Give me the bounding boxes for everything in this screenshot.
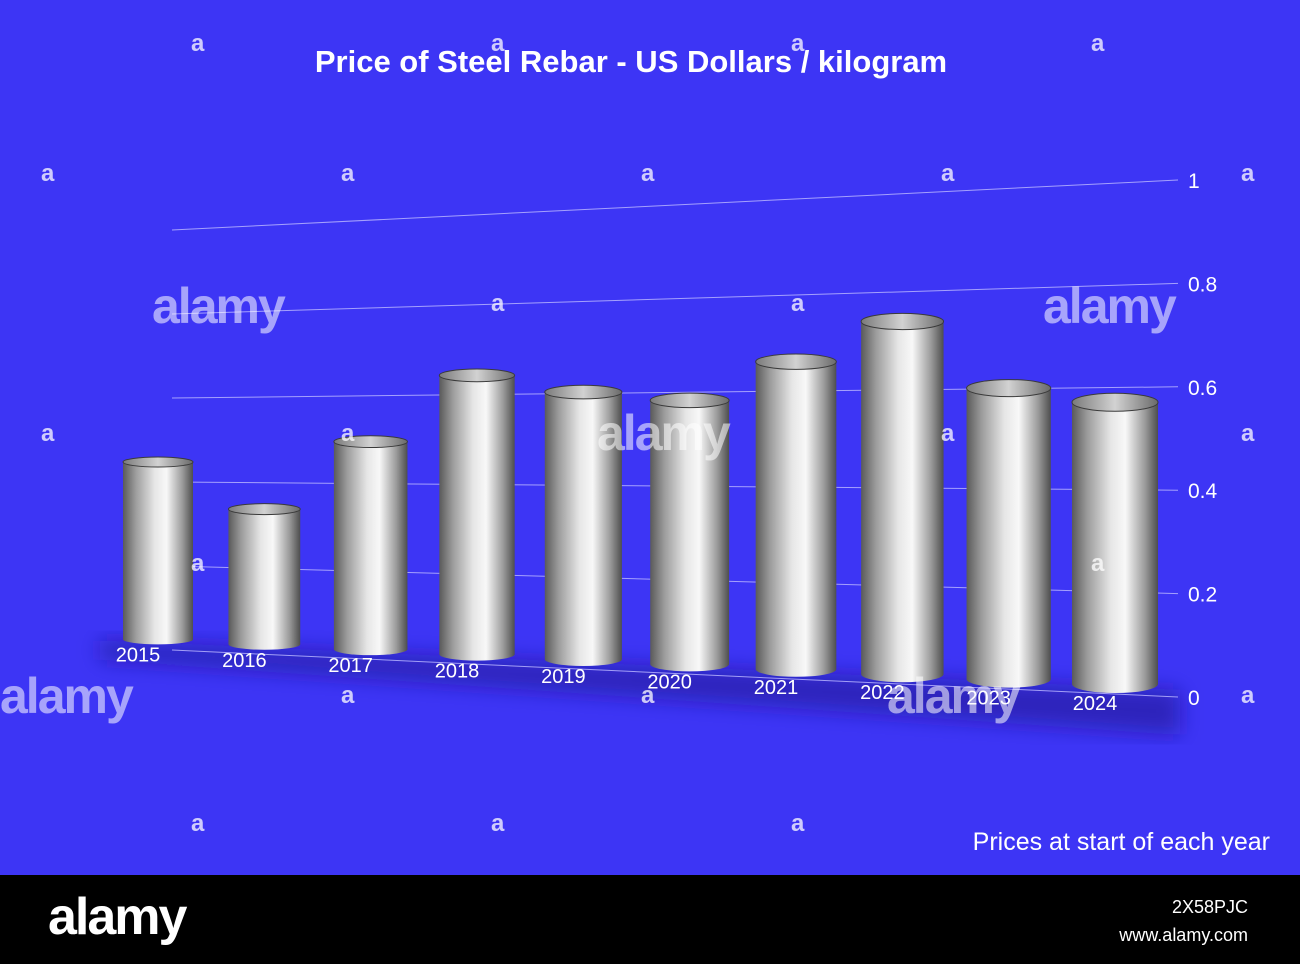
bar-top <box>966 379 1052 398</box>
bar-top <box>649 392 730 409</box>
bar-top <box>122 456 194 468</box>
site-url: www.alamy.com <box>1119 925 1248 945</box>
x-tick-label: 2015 <box>116 644 161 666</box>
shadow <box>100 640 1180 735</box>
y-tick-label: 0 <box>1188 687 1200 710</box>
x-tick-label: 2019 <box>541 666 586 688</box>
x-axis-labels: 2015 2016 2017 2018 2019 2020 2021 2022 2023 2024 <box>116 644 1118 715</box>
bar-body <box>123 462 193 645</box>
watermark-mark: a <box>641 682 655 709</box>
watermark-mark: a <box>341 160 355 187</box>
bar <box>122 456 194 645</box>
watermark: alamy <box>597 405 731 461</box>
x-tick-label: 2018 <box>435 661 480 683</box>
chart-title: Price of Steel Rebar - US Dollars / kilo… <box>314 44 948 79</box>
bar-top <box>1071 392 1159 412</box>
bar <box>1071 392 1159 694</box>
watermark: alamy <box>1043 278 1177 334</box>
bar-body <box>544 392 622 666</box>
watermark-mark: a <box>491 30 505 57</box>
bar-body <box>755 361 837 677</box>
watermark-mark: a <box>341 682 355 709</box>
watermark: alamy <box>152 278 286 334</box>
y-tick-label: 0.4 <box>1188 480 1218 503</box>
watermark-mark: a <box>41 160 55 187</box>
watermark-mark: a <box>941 420 955 447</box>
bar-top <box>438 368 516 383</box>
bar-body <box>966 388 1051 688</box>
bar-body <box>861 321 944 683</box>
watermark-mark: a <box>491 290 505 317</box>
watermark: alamy <box>887 668 1021 724</box>
bar-top <box>227 503 301 516</box>
bar <box>755 353 837 677</box>
floor-shadow <box>100 640 1180 735</box>
gridline <box>171 282 1179 315</box>
watermark-mark: a <box>1241 160 1255 187</box>
y-tick-label: 0.6 <box>1188 377 1217 400</box>
bar-top <box>755 353 837 370</box>
chart-note: Prices at start of each year <box>972 828 1270 856</box>
y-tick-label: 0.8 <box>1188 273 1217 296</box>
x-tick-label: 2021 <box>754 677 799 699</box>
watermark: alamy <box>0 668 134 724</box>
bar-body <box>1072 402 1158 694</box>
x-tick-label: 2016 <box>222 650 267 672</box>
x-tick-label: 2017 <box>328 655 373 677</box>
bar <box>438 368 516 661</box>
bar-body <box>439 375 515 661</box>
bar <box>860 312 945 683</box>
brand-logo: alamy <box>48 888 187 946</box>
watermark-mark: a <box>191 30 205 57</box>
y-tick-label: 1 <box>1188 170 1200 193</box>
footer-bar: alamy 2X58PJC www.alamy.com <box>0 875 1300 964</box>
watermark-mark: a <box>791 290 805 317</box>
bar <box>544 384 623 666</box>
y-axis-ticks: 0 0.2 0.4 0.6 0.8 1 <box>1188 170 1218 710</box>
x-tick-label: 2020 <box>647 671 692 693</box>
gridline <box>171 649 1179 698</box>
x-tick-label: 2024 <box>1073 693 1118 715</box>
bar-body <box>333 441 408 656</box>
chart: 2015 2016 2017 2018 2019 2020 2021 2022 2023 2024… <box>100 170 1218 735</box>
bar-body <box>650 400 730 672</box>
x-tick-label: 2023 <box>966 688 1011 710</box>
bar-top <box>544 384 623 400</box>
watermark-mark: a <box>341 420 355 447</box>
watermark-mark: a <box>1241 420 1255 447</box>
bars <box>122 312 1159 694</box>
image-id: 2X58PJC <box>1171 897 1248 917</box>
bar <box>227 503 301 650</box>
watermark-mark: a <box>791 810 805 837</box>
x-tick-label: 2022 <box>860 682 905 704</box>
bar <box>333 435 408 656</box>
watermark-mark: a <box>491 810 505 837</box>
watermark-mark: a <box>1091 30 1105 57</box>
watermark-mark: a <box>41 420 55 447</box>
bar-body <box>228 509 301 650</box>
bar <box>649 392 730 672</box>
bar-top <box>860 312 945 331</box>
watermark-mark: a <box>1091 550 1105 577</box>
watermark-mark: a <box>941 160 955 187</box>
watermark-mark: a <box>641 160 655 187</box>
bar-top <box>333 435 408 449</box>
y-tick-label: 0.2 <box>1188 584 1217 607</box>
bar <box>966 379 1052 688</box>
watermark-mark: a <box>791 30 805 57</box>
gridline <box>171 179 1179 231</box>
watermark-mark: a <box>191 810 205 837</box>
watermark-mark: a <box>1241 682 1255 709</box>
watermark-mark: a <box>191 550 205 577</box>
